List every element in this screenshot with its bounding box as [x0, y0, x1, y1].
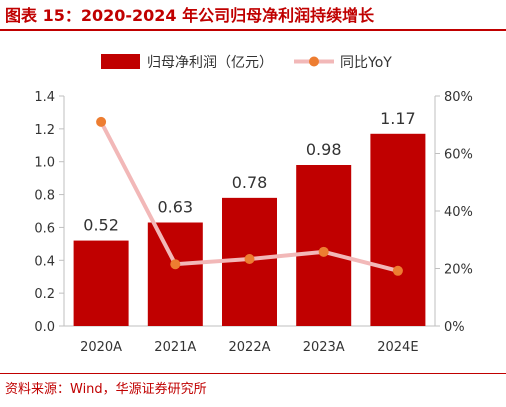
left-tick-label: 0.8 — [34, 189, 55, 204]
legend-line-marker — [309, 56, 319, 67]
left-tick-label: 1.2 — [34, 123, 55, 138]
left-tick-label: 1.4 — [34, 90, 55, 105]
legend-bar-swatch — [101, 54, 140, 69]
right-tick-label: 60% — [444, 148, 473, 163]
yoy-point — [244, 254, 255, 265]
left-tick-label: 1.0 — [34, 156, 55, 171]
yoy-point — [318, 246, 329, 257]
data-labels: 0.52 0.63 0.78 0.98 1.17 — [83, 109, 415, 235]
x-tick-label: 2021A — [154, 340, 196, 355]
right-tick-label: 80% — [444, 90, 473, 105]
title-divider — [0, 29, 506, 31]
left-tick-label: 0.0 — [34, 320, 55, 335]
yoy-line-layer — [96, 116, 403, 276]
bar — [296, 165, 352, 326]
bar-data-label: 0.63 — [157, 198, 193, 217]
left-tick-label: 0.2 — [34, 287, 55, 302]
x-tick-label: 2022A — [229, 340, 271, 355]
legend-bar-label: 归母净利润（亿元） — [147, 54, 273, 71]
bar — [370, 133, 426, 326]
x-tick-label: 2020A — [80, 340, 122, 355]
bar — [73, 240, 129, 326]
bar-data-label: 0.78 — [232, 173, 268, 192]
bar — [147, 222, 203, 326]
x-tick-label: 2024E — [377, 340, 418, 355]
bar-data-label: 0.98 — [306, 140, 342, 159]
right-tick-label: 0% — [444, 320, 465, 335]
source-divider — [0, 373, 506, 374]
yoy-point — [96, 116, 107, 127]
left-tick-label: 0.4 — [34, 254, 55, 269]
bars — [73, 133, 426, 326]
source-note: 资料来源：Wind，华源证券研究所 — [5, 382, 207, 397]
x-tick-label: 2023A — [303, 340, 345, 355]
bar-data-label: 0.52 — [83, 216, 119, 235]
yoy-point — [170, 259, 181, 270]
chart-title: 图表 15：2020-2024 年公司归母净利润持续增长 — [5, 6, 375, 25]
legend-line-label: 同比YoY — [340, 55, 392, 71]
bar-data-label: 1.17 — [380, 109, 416, 128]
legend: 归母净利润（亿元） 同比YoY — [101, 54, 392, 71]
yoy-point — [392, 265, 403, 276]
right-tick-label: 40% — [444, 205, 473, 220]
right-tick-label: 20% — [444, 263, 473, 278]
left-tick-label: 0.6 — [34, 221, 55, 236]
